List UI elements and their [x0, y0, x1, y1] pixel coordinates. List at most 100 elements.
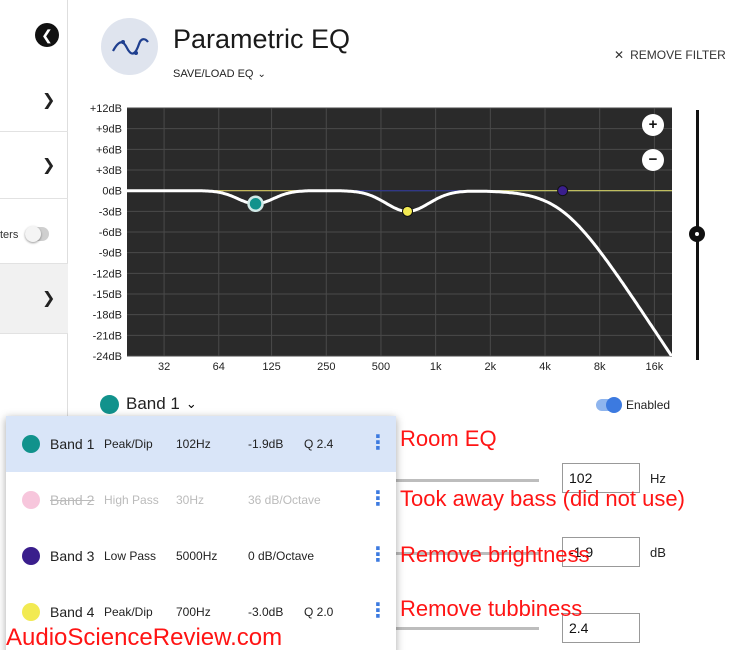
band-selector[interactable]: Band 1 ⌄: [100, 394, 197, 416]
total-response-curve: [127, 189, 672, 356]
band-dropdown-menu: Band 1 Peak/Dip 102Hz -1.9dB Q 2.4 ⋮ Ban…: [6, 416, 396, 650]
band-menu-item-4[interactable]: Band 4 Peak/Dip 700Hz -3.0dB Q 2.0 ⋮: [6, 584, 396, 640]
sidebar-partial-label: ters: [0, 229, 19, 241]
y-tick-label: +12dB: [90, 103, 122, 115]
y-tick-label: -15dB: [93, 289, 122, 301]
chevron-right-icon[interactable]: ❯: [42, 288, 56, 307]
page-title: Parametric EQ: [173, 24, 351, 54]
x-tick-label: 4k: [539, 361, 551, 373]
band-frequency: 102Hz: [176, 437, 211, 451]
x-tick-label: 32: [158, 361, 170, 373]
divider: [0, 263, 68, 264]
q-input[interactable]: [562, 613, 640, 643]
divider: [0, 131, 68, 132]
remove-filter-label: REMOVE FILTER: [630, 48, 726, 62]
band-gain: -1.9dB: [248, 437, 284, 451]
more-vert-icon[interactable]: ⋮: [368, 486, 388, 510]
filter-type: Low Pass: [104, 549, 157, 563]
band-menu-item-2[interactable]: Band 2 High Pass 30Hz 36 dB/Octave ⋮: [6, 472, 396, 528]
band-handle[interactable]: [557, 185, 569, 197]
sidebar-toggle[interactable]: [25, 226, 49, 242]
y-tick-label: -9dB: [99, 248, 122, 260]
eq-frequency-response-chart[interactable]: +12dB +9dB +6dB +3dB 0dB -3dB -6dB -9dB -12dB -15…: [0, 0, 737, 380]
remove-filter-button[interactable]: ✕ REMOVE FILTER: [614, 48, 726, 62]
chevron-right-icon[interactable]: ❯: [42, 90, 56, 109]
y-tick-label: -3dB: [99, 206, 122, 218]
sidebar-selected-row[interactable]: [0, 264, 68, 333]
annotation-band1: Room EQ: [400, 426, 497, 451]
x-tick-label: 64: [213, 361, 225, 373]
toggle-switch[interactable]: [596, 396, 622, 413]
band-handle[interactable]: [402, 205, 414, 217]
band-handle[interactable]: [247, 195, 264, 213]
band-selector-label: Band 1: [126, 394, 180, 413]
minus-icon: −: [648, 151, 658, 168]
zoom-out-button[interactable]: −: [642, 149, 664, 171]
eq-logo-icon: [101, 18, 158, 75]
band-menu-item-1[interactable]: Band 1 Peak/Dip 102Hz -1.9dB Q 2.4 ⋮: [6, 416, 396, 472]
band-name: Band 3: [50, 548, 95, 564]
x-tick-label: 250: [317, 361, 335, 373]
x-tick-label: 500: [372, 361, 390, 373]
more-vert-icon[interactable]: ⋮: [368, 430, 388, 454]
preamp-slider-handle[interactable]: [689, 226, 705, 242]
band-frequency: 30Hz: [176, 493, 205, 507]
more-vert-icon[interactable]: ⋮: [368, 542, 388, 566]
q-slider-track[interactable]: [396, 627, 539, 630]
close-icon: ✕: [614, 48, 625, 62]
freq-input[interactable]: [562, 463, 640, 493]
x-tick-label: 16k: [646, 361, 664, 373]
back-button[interactable]: ❮: [35, 23, 59, 47]
band-gain: -3.0dB: [248, 605, 284, 619]
annotation-band2: Took away bass (did not use): [400, 486, 685, 511]
filter-type: Peak/Dip: [104, 605, 153, 619]
y-tick-label: -12dB: [93, 268, 122, 280]
divider: [0, 198, 68, 199]
y-tick-label: +3dB: [96, 165, 122, 177]
y-tick-label: -6dB: [99, 227, 122, 239]
band-name: Band 2: [50, 492, 95, 508]
chevron-right-icon[interactable]: ❯: [42, 155, 56, 174]
freq-unit: Hz: [650, 471, 666, 486]
band-color-dot: [22, 603, 40, 621]
y-tick-label: -21dB: [93, 330, 122, 342]
divider: [0, 333, 68, 334]
more-vert-icon[interactable]: ⋮: [368, 598, 388, 622]
band-slope: 0 dB/Octave: [248, 549, 315, 563]
annotation-band4: Remove tubbiness: [400, 596, 583, 621]
plus-icon: +: [648, 116, 658, 133]
band-q: Q 2.0: [304, 605, 334, 619]
band-color-dot: [22, 435, 40, 453]
freq-slider-track[interactable]: [396, 479, 539, 482]
annotation-band3: Remove brightness: [400, 542, 590, 567]
filter-type: Peak/Dip: [104, 437, 153, 451]
y-tick-label: 0dB: [102, 186, 122, 198]
x-tick-label: 8k: [594, 361, 606, 373]
band-q: Q 2.4: [304, 437, 334, 451]
x-tick-label: 1k: [430, 361, 442, 373]
gain-unit: dB: [650, 545, 666, 560]
x-tick-label: 2k: [485, 361, 497, 373]
zoom-in-button[interactable]: +: [642, 114, 664, 136]
x-tick-label: 125: [262, 361, 280, 373]
band-enabled-toggle[interactable]: Enabled: [596, 396, 670, 414]
band-name: Band 4: [50, 604, 95, 620]
save-load-eq-button[interactable]: SAVE/LOAD EQ ⌄: [173, 68, 266, 80]
gain-input[interactable]: [562, 537, 640, 567]
band-name: Band 1: [50, 436, 95, 452]
filter-type: High Pass: [104, 493, 159, 507]
band-menu-item-3[interactable]: Band 3 Low Pass 5000Hz 0 dB/Octave ⋮: [6, 528, 396, 584]
band-slope: 36 dB/Octave: [248, 493, 321, 507]
watermark: AudioScienceReview.com: [6, 624, 283, 650]
enabled-label: Enabled: [626, 397, 671, 412]
save-load-label: SAVE/LOAD EQ: [173, 68, 254, 80]
y-tick-label: -18dB: [93, 310, 122, 322]
band-frequency: 5000Hz: [176, 549, 218, 563]
band-color-dot: [22, 547, 40, 565]
y-tick-label: -24dB: [93, 351, 122, 363]
gain-slider-track[interactable]: [396, 552, 539, 555]
band-color-dot: [100, 394, 119, 414]
chevron-down-icon: ⌄: [185, 396, 197, 412]
band-frequency: 700Hz: [176, 605, 211, 619]
